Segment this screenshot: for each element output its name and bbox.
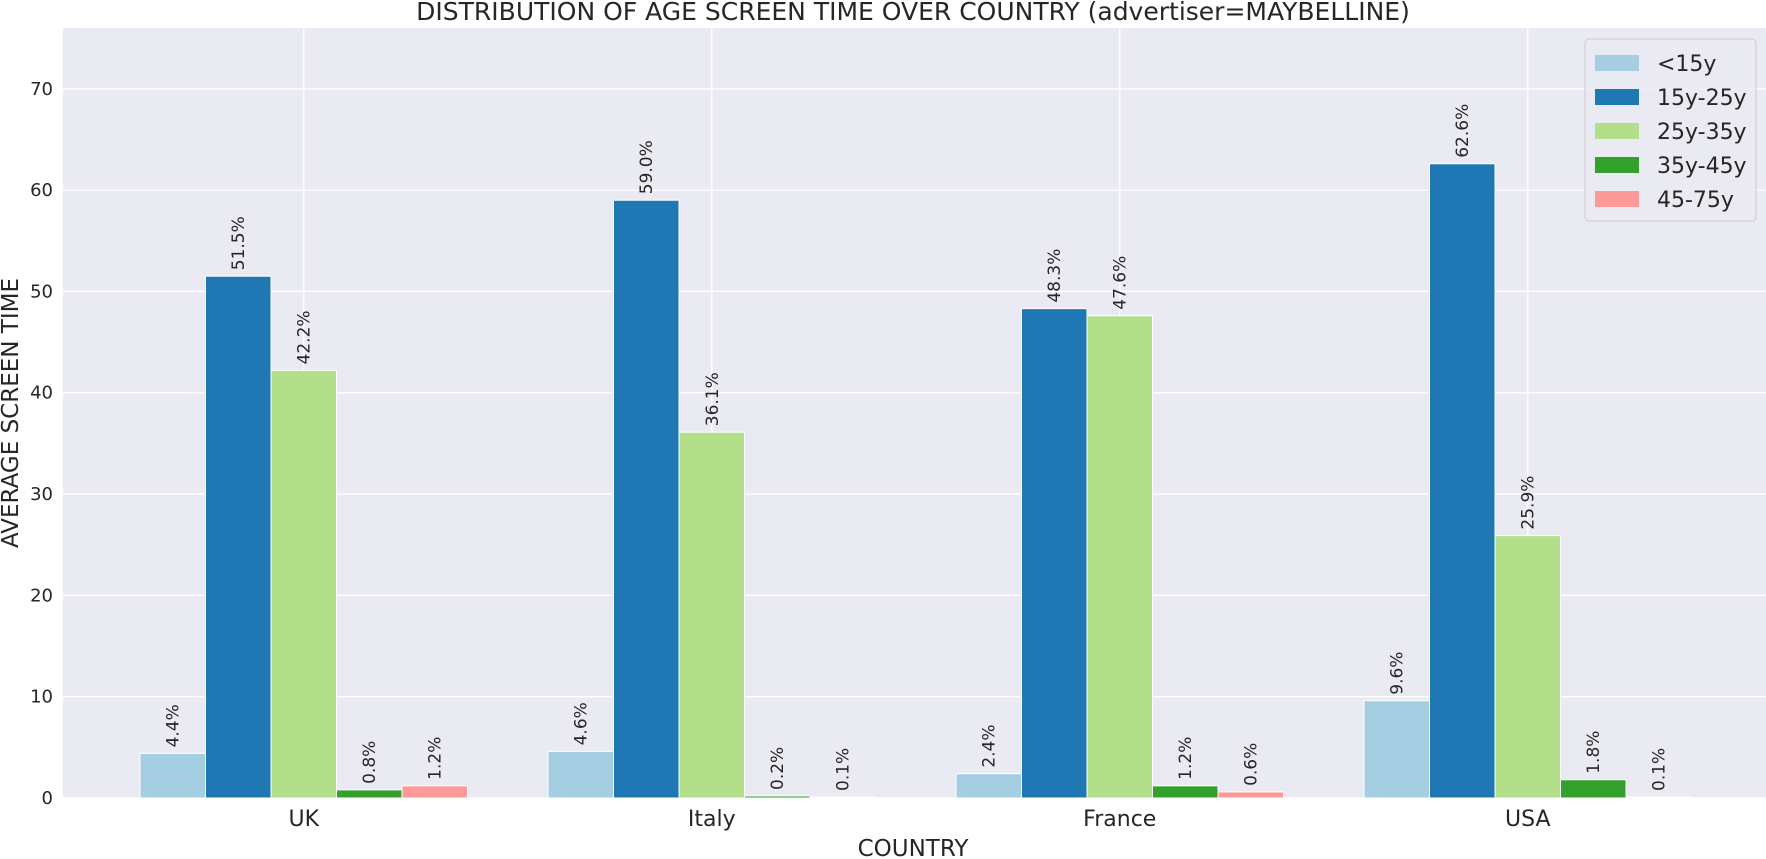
y-tick-label: 20 [30,585,53,606]
legend-swatch [1595,157,1639,173]
data-label: 36.1% [703,372,723,426]
data-label: 4.6% [572,702,592,745]
y-axis-ticks: 0 10 20 30 40 50 60 70 [30,79,53,809]
bar [1152,785,1219,799]
bars [139,163,1692,799]
bar [678,431,745,799]
legend-label: 25y-35y [1657,120,1747,145]
data-label: 25.9% [1519,476,1539,530]
y-tick-label: 30 [30,484,53,505]
data-label: 0.8% [360,741,380,784]
x-axis-ticks: UK Italy France USA [288,807,1550,832]
bar [613,199,680,799]
legend-label: 15y-25y [1657,86,1747,111]
data-label: 48.3% [1045,249,1065,303]
legend-swatch [1595,89,1639,105]
bar [1560,779,1627,799]
legend-label: <15y [1657,52,1716,77]
bar [547,750,614,799]
y-tick-label: 10 [30,687,53,708]
data-label: 47.6% [1111,256,1131,310]
bar [1494,535,1561,799]
data-label: 51.5% [229,216,249,270]
y-tick-label: 60 [30,180,53,201]
data-label: 42.2% [295,310,315,364]
data-label: 2.4% [980,724,1000,767]
bar [809,796,876,799]
legend-label: 35y-45y [1657,154,1747,179]
chart-title: DISTRIBUTION OF AGE SCREEN TIME OVER COU… [416,0,1410,26]
data-label: 4.4% [164,704,184,747]
data-label: 62.6% [1453,104,1473,158]
data-label: 59.0% [637,140,657,194]
bar [336,789,403,799]
bar [955,773,1022,799]
data-label: 0.1% [1650,748,1670,791]
data-label: 0.1% [834,748,854,791]
bar [1625,796,1692,799]
data-label: 0.2% [768,747,788,790]
legend: <15y 15y-25y 25y-35y 35y-45y 45-75y [1584,38,1757,222]
bar [1021,308,1088,799]
x-tick-label: UK [288,807,319,832]
bar [1363,700,1430,799]
data-label: 9.6% [1388,652,1408,695]
x-axis-label: COUNTRY [858,836,970,859]
data-labels: 4.4% 4.6% 2.4% 9.6% 51.5% 59.0% 48.3% 62.6% 42.2… [164,104,1670,791]
data-label: 0.6% [1242,743,1262,786]
legend-box [1584,38,1757,222]
bar [139,752,206,799]
x-tick-label: USA [1505,807,1551,832]
bar [270,369,337,799]
y-tick-label: 70 [30,79,53,100]
y-tick-label: 40 [30,383,53,404]
legend-swatch [1595,191,1639,207]
bar [205,275,272,799]
legend-label: 45-75y [1657,188,1734,213]
bar [1217,791,1284,799]
x-tick-label: Italy [688,807,736,832]
bar [401,785,468,799]
legend-swatch [1595,123,1639,139]
data-label: 1.8% [1584,731,1604,774]
data-label: 1.2% [1176,737,1196,780]
bar [1086,315,1153,799]
data-label: 1.2% [426,737,446,780]
legend-swatch [1595,55,1639,71]
x-tick-label: France [1083,807,1156,832]
bar [744,795,811,799]
y-tick-label: 50 [30,281,53,302]
bar [1429,163,1496,799]
y-axis-label: AVERAGE SCREEN TIME [0,278,24,548]
y-tick-label: 0 [42,788,53,809]
